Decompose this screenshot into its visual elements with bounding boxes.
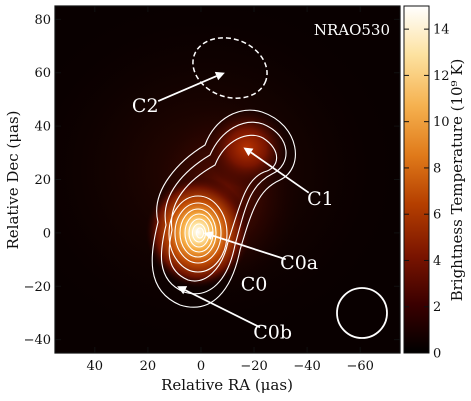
annotation-arrowhead-c0b <box>177 286 188 295</box>
annotation-label-c1: C1 <box>307 188 334 210</box>
beam-circle <box>336 287 388 339</box>
annotation-arrow-c0a <box>211 234 287 261</box>
colorbar-tick-label: 6 <box>433 208 441 223</box>
colorbar-tick-label: 0 <box>433 347 441 362</box>
colorbar <box>403 5 430 354</box>
annotation-arrowhead-c0a <box>203 231 214 240</box>
colorbar-tick-label: 14 <box>433 23 450 38</box>
x-tick-label: −20 <box>240 359 267 374</box>
c2-component <box>192 37 268 99</box>
y-tick-label: 80 <box>34 13 51 28</box>
y-tick-label: −20 <box>24 280 51 295</box>
annotation-arrowhead-c2 <box>214 71 225 81</box>
annotation-arrow-c2 <box>157 75 217 102</box>
x-tick-label: 20 <box>140 359 157 374</box>
contour-1 <box>151 109 296 308</box>
y-axis-title: Relative Dec (μas) <box>4 110 22 249</box>
annotations: C2 C1 C0a C0 C0b <box>132 71 334 344</box>
y-tick-label: 40 <box>34 120 51 135</box>
colorbar-tick-label: 8 <box>433 161 441 176</box>
annotation-label-c0: C0 <box>241 274 268 296</box>
x-tick-label: −40 <box>293 359 320 374</box>
contour-5 <box>174 202 222 264</box>
emission-core <box>146 176 250 288</box>
annotation-label-c0a: C0a <box>280 252 318 274</box>
x-axis-ticks: 40 20 0 −20 −40 −60 <box>87 6 374 374</box>
contour-10 <box>195 227 205 239</box>
contour-3 <box>168 134 278 282</box>
source-name: NRAO530 <box>314 21 390 39</box>
contour-4 <box>168 195 228 273</box>
colorbar-tick-label: 12 <box>433 69 450 84</box>
x-tick-label: −60 <box>346 359 373 374</box>
contour-7 <box>184 213 214 253</box>
annotation-arrowhead-c1 <box>243 147 254 157</box>
colorbar-ticks: 0 2 4 6 8 10 12 14 <box>404 23 450 362</box>
x-axis-title: Relative RA (μas) <box>161 376 293 394</box>
annotation-label-c0b: C0b <box>253 322 292 344</box>
y-tick-label: −40 <box>24 333 51 348</box>
annotation-label-c2: C2 <box>132 95 159 117</box>
contours <box>151 109 296 308</box>
y-tick-label: 0 <box>43 226 51 241</box>
y-tick-label: 20 <box>34 173 51 188</box>
y-axis-ticks: −40 −20 0 20 40 60 80 <box>24 13 400 348</box>
colorbar-tick-label: 4 <box>433 254 441 269</box>
contour-6 <box>179 208 217 258</box>
emission-map <box>55 6 400 350</box>
colorbar-tick-label: 10 <box>433 115 450 130</box>
x-tick-label: 0 <box>197 359 205 374</box>
colorbar-tick-label: 2 <box>433 300 441 315</box>
y-tick-label: 60 <box>34 66 51 81</box>
colorbar-title: Brightness Temperature (10⁹ K) <box>448 59 466 302</box>
annotation-arrow-c0b <box>184 289 261 329</box>
x-tick-label: 40 <box>87 359 104 374</box>
annotation-arrow-c1 <box>250 151 310 194</box>
